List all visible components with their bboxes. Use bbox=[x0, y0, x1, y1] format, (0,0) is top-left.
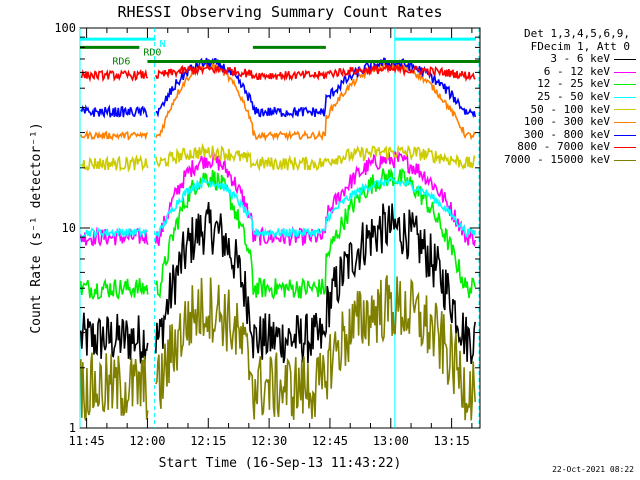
legend-label: 6 - 12 keV bbox=[543, 64, 610, 78]
series-line-25-50-kev bbox=[80, 176, 476, 240]
legend-header-line-2: FDecim 1, Att 0 bbox=[530, 39, 630, 53]
flag-label-rd0: RD0 bbox=[143, 47, 161, 58]
x-tick-label: 12:45 bbox=[312, 434, 348, 448]
y-tick-label: 10 bbox=[62, 221, 76, 235]
legend-entry: 3 - 6 keV bbox=[480, 53, 636, 66]
series-line-100-300-kev bbox=[80, 60, 476, 142]
series-line-12-25-kev bbox=[80, 167, 476, 301]
legend-label: 25 - 50 keV bbox=[537, 89, 610, 103]
y-axis-label: Count Rate (s⁻¹ detector⁻¹) bbox=[29, 122, 44, 333]
x-tick-label: 13:00 bbox=[373, 434, 409, 448]
legend-entry: 300 - 800 keV bbox=[480, 127, 636, 142]
legend-entry: 12 - 25 keV bbox=[480, 78, 636, 91]
legend-label: 50 - 100 keV bbox=[530, 102, 610, 116]
legend-entry: 6 - 12 keV bbox=[480, 64, 636, 79]
legend-entries: 3 - 6 keV 6 - 12 keV 12 - 25 keV 25 - 50 ke… bbox=[480, 53, 636, 166]
legend-label: 800 - 7000 keV bbox=[517, 140, 610, 154]
legend-swatch bbox=[614, 121, 636, 123]
chart-title: RHESSI Observing Summary Count Rates bbox=[117, 3, 442, 21]
x-tick-label: 12:30 bbox=[251, 434, 287, 448]
series-line-3-6-kev bbox=[80, 202, 476, 365]
legend-entry: 800 - 7000 keV bbox=[480, 141, 636, 154]
legend-header-line-1: Det 1,3,4,5,6,9, bbox=[524, 27, 630, 40]
flag-label-n: N bbox=[160, 39, 166, 50]
legend-swatch bbox=[614, 134, 636, 136]
flag-label-rd6: RD6 bbox=[112, 56, 130, 67]
axes: 1 10 100 11:45 12:00 12:15 12:30 12:45 13:00 13:1… bbox=[54, 21, 480, 448]
legend-swatch bbox=[614, 147, 636, 149]
x-tick-label: 11:45 bbox=[69, 434, 105, 448]
legend-swatch bbox=[614, 96, 636, 98]
x-tick-label: 12:15 bbox=[190, 434, 226, 448]
y-tick-label: 100 bbox=[54, 21, 76, 35]
legend-entry: 25 - 50 keV bbox=[480, 89, 636, 104]
legend-swatch bbox=[614, 84, 636, 86]
legend-label: 7000 - 15000 keV bbox=[504, 152, 610, 166]
x-tick-label: 13:15 bbox=[434, 434, 470, 448]
series-line-800-7000-kev bbox=[80, 63, 476, 83]
legend-swatch bbox=[614, 109, 636, 111]
legend-swatch bbox=[614, 71, 636, 73]
legend-label: 300 - 800 keV bbox=[523, 127, 610, 141]
legend-label: 3 - 6 keV bbox=[550, 52, 610, 66]
x-axis-label: Start Time (16-Sep-13 11:43:22) bbox=[159, 456, 402, 471]
legend-entry: 100 - 300 keV bbox=[480, 116, 636, 129]
series-line-7000-15000-kev bbox=[80, 275, 476, 422]
legend-swatch bbox=[614, 58, 636, 60]
generation-timestamp: 22-Oct-2021 08:22 bbox=[552, 465, 634, 474]
y-tick-label: 1 bbox=[69, 421, 76, 435]
legend-label: 100 - 300 keV bbox=[523, 115, 610, 129]
legend-swatch bbox=[614, 159, 636, 161]
legend-label: 12 - 25 keV bbox=[537, 77, 610, 91]
legend-entry: 7000 - 15000 keV bbox=[480, 152, 636, 167]
legend: Det 1,3,4,5,6,9, FDecim 1, Att 0 3 - 6 k… bbox=[480, 27, 636, 167]
series-line-50-100-kev bbox=[80, 142, 476, 173]
x-tick-label: 12:00 bbox=[129, 434, 165, 448]
legend-entry: 50 - 100 keV bbox=[480, 102, 636, 117]
